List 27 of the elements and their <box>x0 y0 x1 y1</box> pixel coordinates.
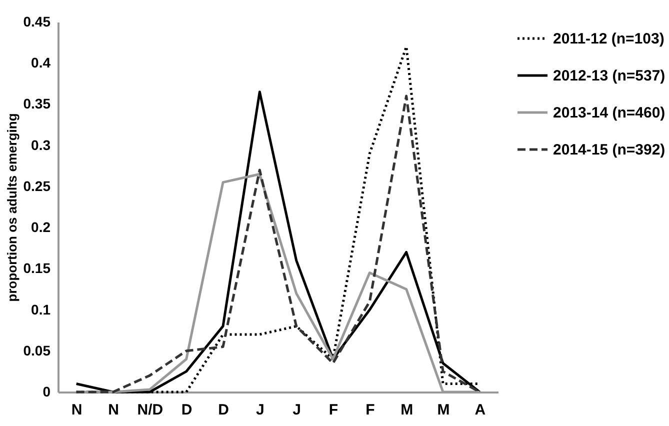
x-tick-label: N/D <box>137 402 164 418</box>
y-tick-label: 0.25 <box>23 178 51 194</box>
y-tick-label: 0.45 <box>23 14 51 30</box>
legend-label: 2011-12 (n=103) <box>553 30 664 48</box>
x-tick-label: N <box>71 402 82 418</box>
y-tick-label: 0.1 <box>31 301 51 318</box>
x-tick-label: M <box>437 402 450 418</box>
x-tick-label: M <box>400 402 414 418</box>
legend-label: 2014-15 (n=392) <box>553 142 666 158</box>
x-tick-label: A <box>474 402 486 418</box>
y-tick-label: 0.15 <box>23 260 51 276</box>
legend-label: 2012-13 (n=537) <box>553 68 666 84</box>
y-tick-label: 0 <box>42 384 51 400</box>
x-tick-label: D <box>218 402 230 418</box>
y-tick-label: 0.05 <box>23 342 51 358</box>
x-tick-label: J <box>292 402 302 418</box>
legend-label: 2013-14 (n=460) <box>553 104 666 122</box>
x-tick-label: J <box>256 402 264 418</box>
y-tick-label: 0.35 <box>23 96 51 112</box>
x-tick-label: F <box>366 402 375 418</box>
y-axis-title: proportion os adults emerging <box>4 113 20 302</box>
y-tick-label: 0.4 <box>31 54 51 71</box>
x-tick-label: F <box>328 402 338 418</box>
y-tick-label: 0.2 <box>31 219 51 236</box>
y-tick-label: 0.3 <box>31 136 51 153</box>
x-tick-label: D <box>181 402 192 418</box>
x-tick-label: N <box>108 402 119 418</box>
